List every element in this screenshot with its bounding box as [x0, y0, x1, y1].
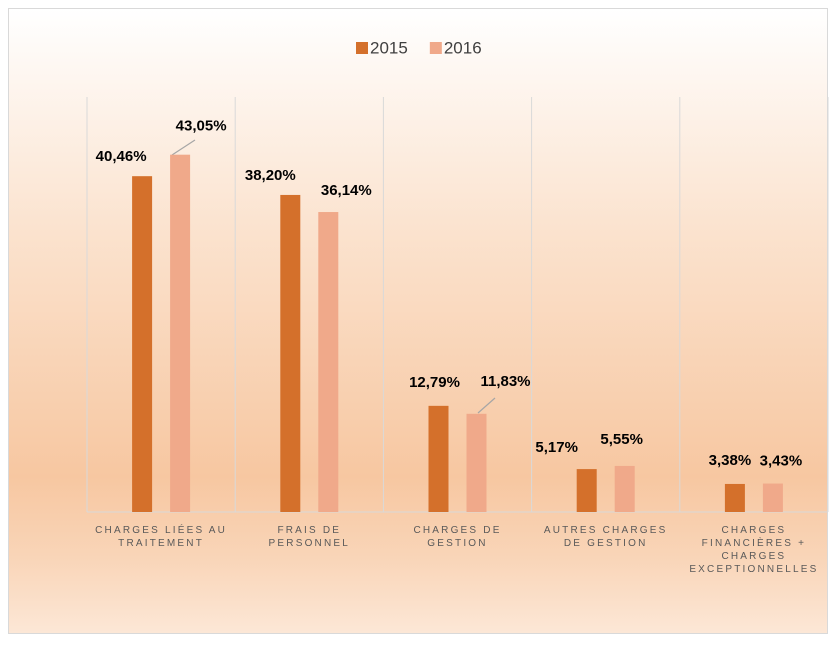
- bar: [428, 405, 449, 512]
- x-tick-label: CHARGES DE GESTION: [413, 525, 502, 549]
- bar: [318, 212, 339, 512]
- data-label: 3,38%: [709, 452, 752, 469]
- data-label: 11,83%: [480, 373, 530, 390]
- bar: [170, 154, 191, 512]
- data-label: 5,55%: [600, 431, 643, 448]
- leader-line: [477, 397, 496, 414]
- legend-swatch: [356, 42, 368, 54]
- data-label: 5,17%: [535, 439, 578, 456]
- legend-label: 2016: [444, 38, 482, 57]
- bar: [576, 469, 597, 512]
- data-label: 40,46%: [96, 148, 147, 165]
- x-tick-label: FRAIS DE PERSONNEL: [268, 525, 351, 549]
- x-tick-label: CHARGES FINANCIÈRES + CHARGES EXCEPTIONN…: [689, 525, 819, 575]
- bar: [614, 465, 635, 512]
- data-label: 3,43%: [760, 452, 803, 469]
- bar: [132, 176, 153, 512]
- x-tick-label: AUTRES CHARGES DE GESTION: [543, 525, 668, 549]
- x-tick-label: CHARGES LIÉES AU TRAITEMENT: [95, 525, 228, 549]
- data-label: 12,79%: [409, 374, 460, 391]
- data-label: 38,20%: [245, 167, 296, 184]
- data-label: 36,14%: [321, 182, 372, 199]
- legend-label: 2015: [370, 38, 408, 57]
- bar: [762, 483, 783, 512]
- bar: [724, 483, 745, 512]
- bar: [466, 413, 487, 512]
- bar: [280, 194, 301, 512]
- data-label: 43,05%: [176, 118, 227, 135]
- legend-swatch: [429, 42, 442, 54]
- leader-line: [171, 139, 196, 156]
